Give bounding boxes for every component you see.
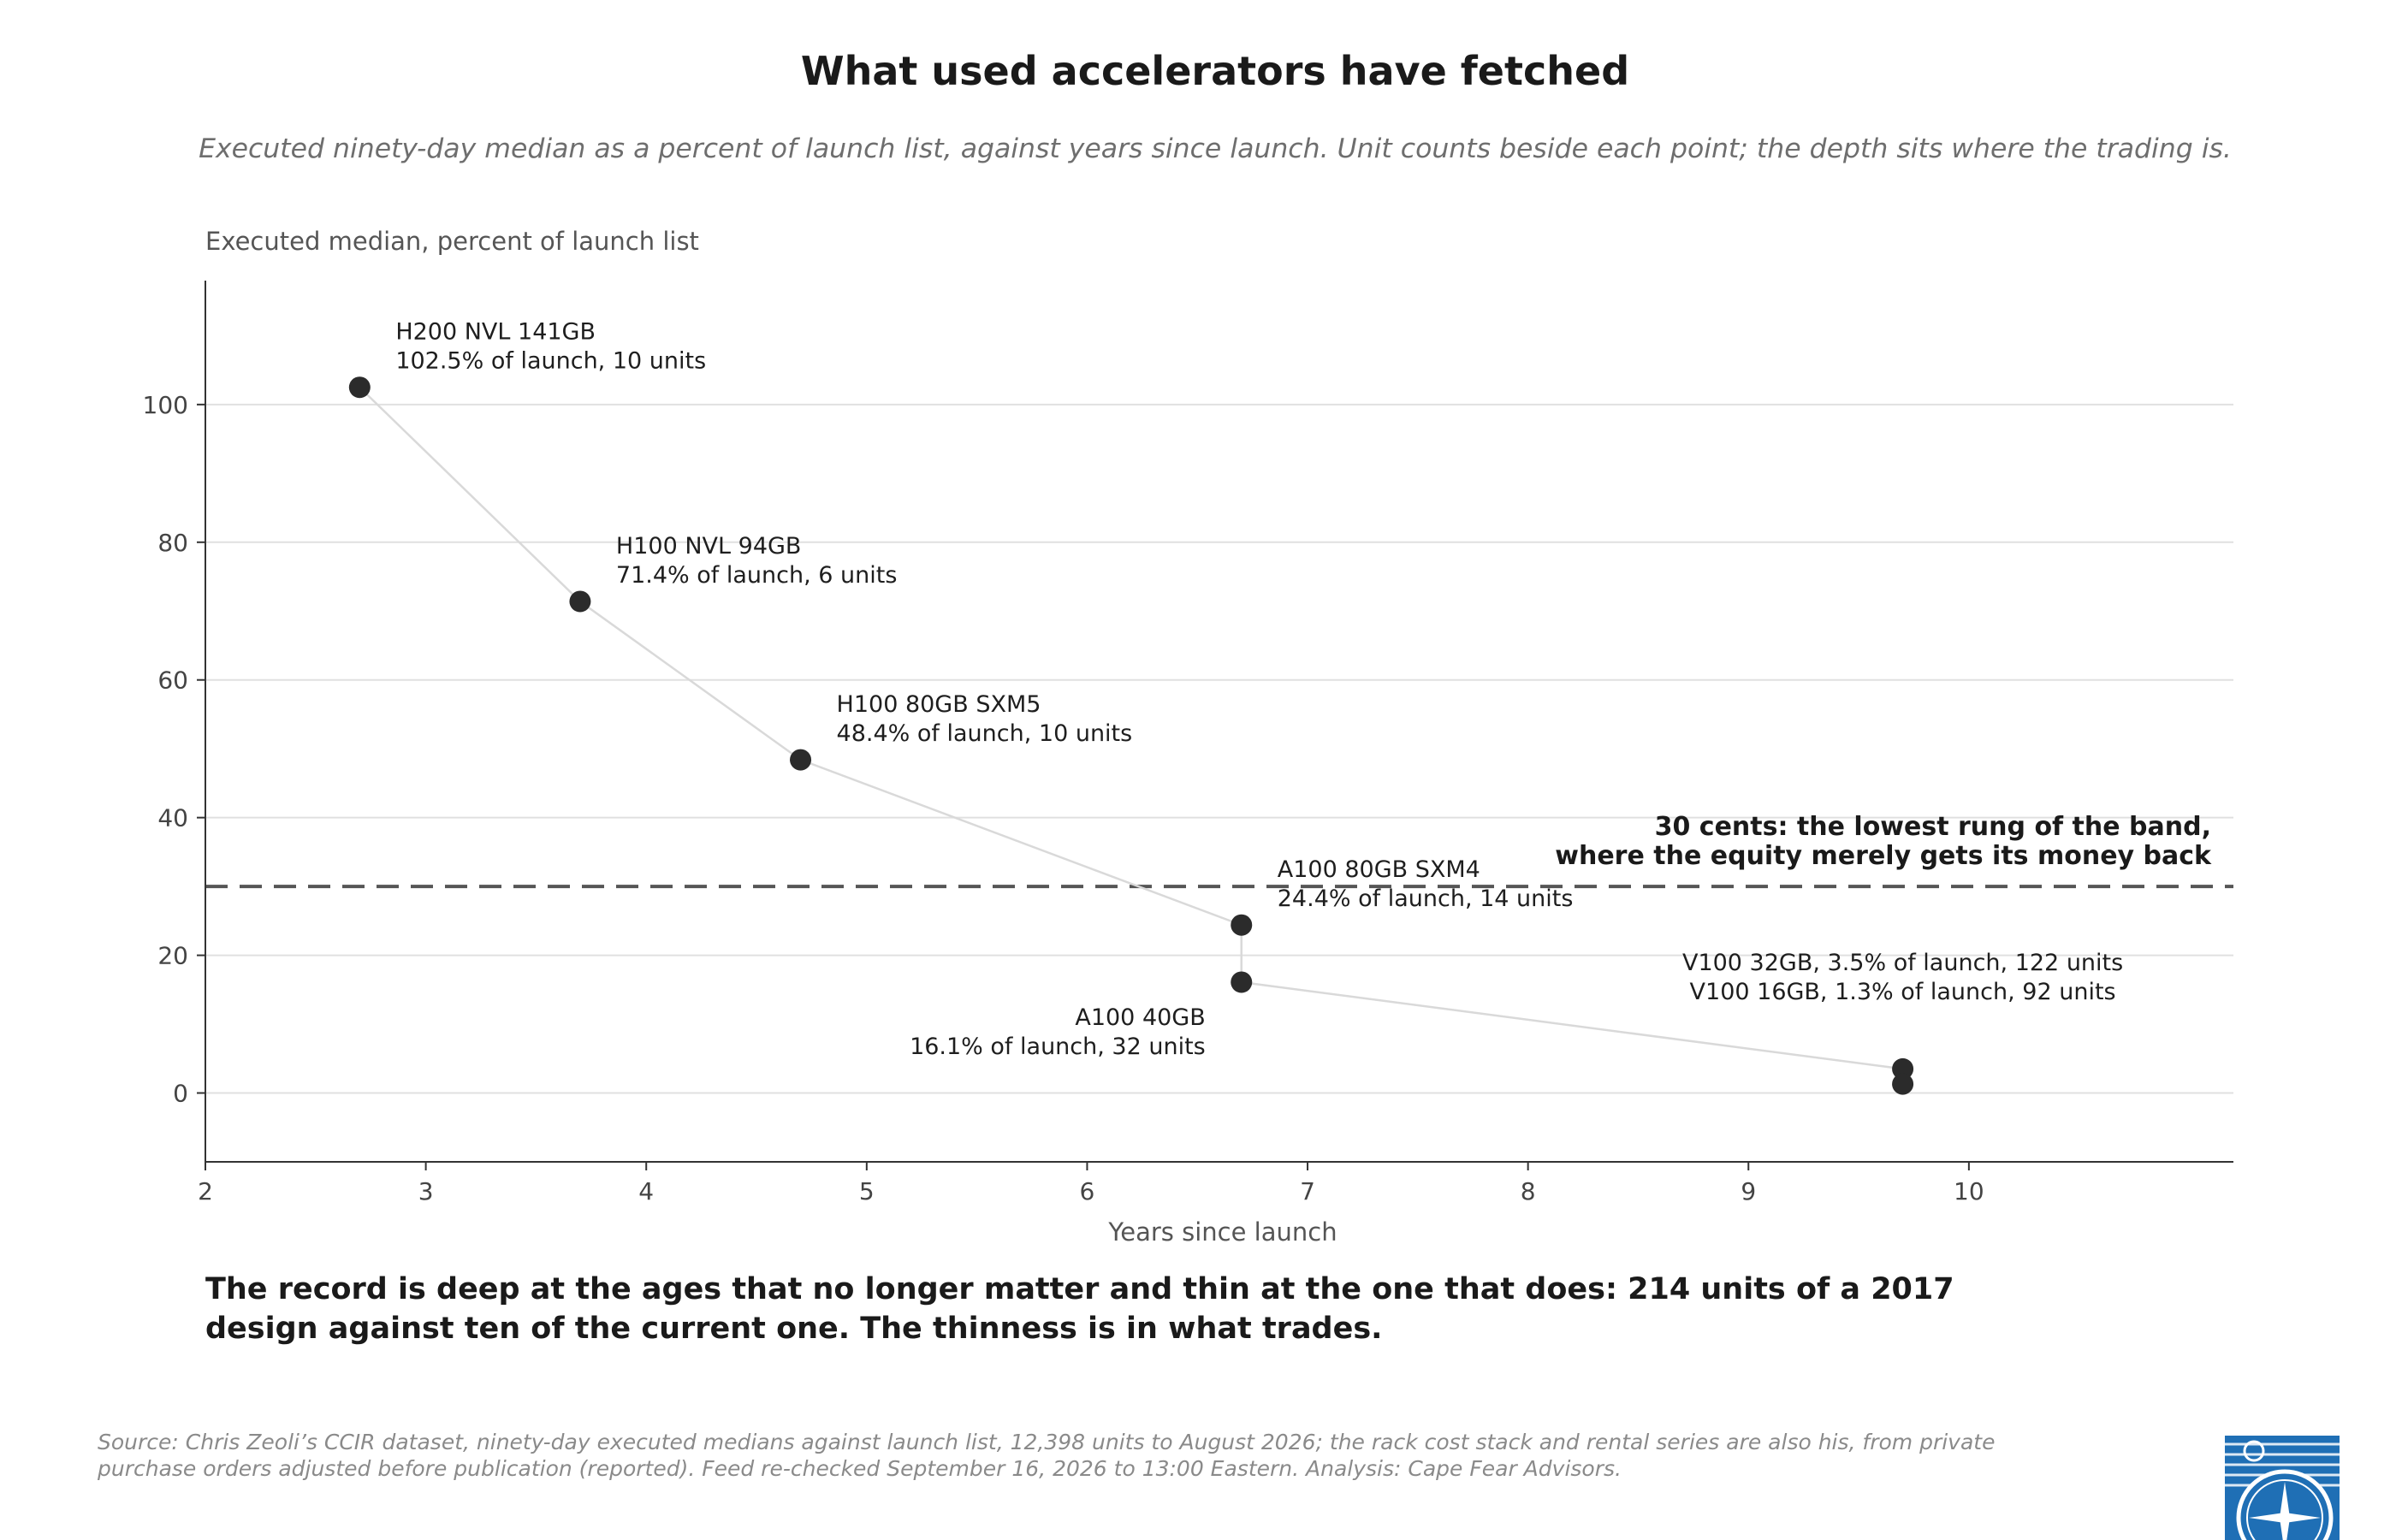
x-tick-label: 5 bbox=[859, 1177, 875, 1205]
data-point bbox=[790, 749, 812, 771]
y-tick-label: 40 bbox=[157, 804, 188, 832]
y-tick-label: 80 bbox=[157, 529, 188, 557]
point-name-label: H200 NVL 141GB bbox=[395, 319, 596, 346]
y-tick-label: 0 bbox=[173, 1080, 188, 1108]
data-point bbox=[1231, 971, 1253, 993]
chart-title: What used accelerators have fetched bbox=[800, 48, 1630, 94]
point-name-label: A100 40GB bbox=[1075, 1004, 1205, 1031]
x-tick-label: 6 bbox=[1080, 1177, 1095, 1205]
data-point bbox=[1892, 1057, 1914, 1080]
x-tick-label: 9 bbox=[1741, 1177, 1756, 1205]
source-note: Source: Chris Zeoli’s CCIR dataset, nine… bbox=[98, 1430, 1996, 1481]
x-tick-label: 2 bbox=[198, 1177, 213, 1205]
reference-line-label: 30 cents: the lowest rung of the band, bbox=[1655, 812, 2211, 842]
axes: 0 20 40 60 80 100 2 3 4 5 6 7 8 9 10 Executed median, p… bbox=[143, 227, 2233, 1247]
y-axis-title: Executed median, percent of launch list bbox=[205, 227, 699, 256]
gridlines bbox=[205, 403, 2233, 1094]
x-axis-title: Years since launch bbox=[1107, 1217, 1337, 1247]
x-tick-label: 8 bbox=[1521, 1177, 1536, 1205]
x-tick-label: 4 bbox=[638, 1177, 654, 1205]
reference-line-group: 30 cents: the lowest rung of the band,wh… bbox=[205, 812, 2233, 889]
x-tick-label: 3 bbox=[418, 1177, 434, 1205]
point-value-label: 71.4% of launch, 6 units bbox=[616, 562, 898, 589]
data-point bbox=[1231, 914, 1253, 936]
data-point bbox=[348, 376, 371, 399]
chart-subtitle: Executed ninety-day median as a percent … bbox=[199, 133, 2232, 164]
y-tick-label: 100 bbox=[143, 391, 188, 419]
point-name-label: A100 80GB SXM4 bbox=[1278, 856, 1480, 883]
compass-logo bbox=[2225, 1436, 2340, 1540]
x-tick-label: 7 bbox=[1300, 1177, 1315, 1205]
x-tick-label: 10 bbox=[1954, 1177, 1984, 1205]
point-value-label: 48.4% of launch, 10 units bbox=[837, 720, 1133, 747]
data-point bbox=[569, 590, 591, 613]
y-tick-label: 60 bbox=[157, 666, 188, 695]
y-tick-label: 20 bbox=[157, 942, 188, 970]
point-value-label: V100 16GB, 1.3% of launch, 92 units bbox=[1690, 979, 2116, 1005]
point-value-label: 24.4% of launch, 14 units bbox=[1278, 886, 1574, 912]
takeaway-text: The record is deep at the ages that no l… bbox=[205, 1272, 1954, 1346]
point-name-label: H100 80GB SXM5 bbox=[837, 691, 1041, 718]
point-value-label: 16.1% of launch, 32 units bbox=[910, 1034, 1206, 1060]
point-name-label: H100 NVL 94GB bbox=[616, 533, 802, 560]
point-value-label: V100 32GB, 3.5% of launch, 122 units bbox=[1682, 950, 2123, 976]
data-points bbox=[348, 376, 1914, 1095]
point-value-label: 102.5% of launch, 10 units bbox=[395, 348, 706, 375]
data-point bbox=[1892, 1073, 1914, 1095]
reference-line-label: where the equity merely gets its money b… bbox=[1555, 841, 2212, 871]
